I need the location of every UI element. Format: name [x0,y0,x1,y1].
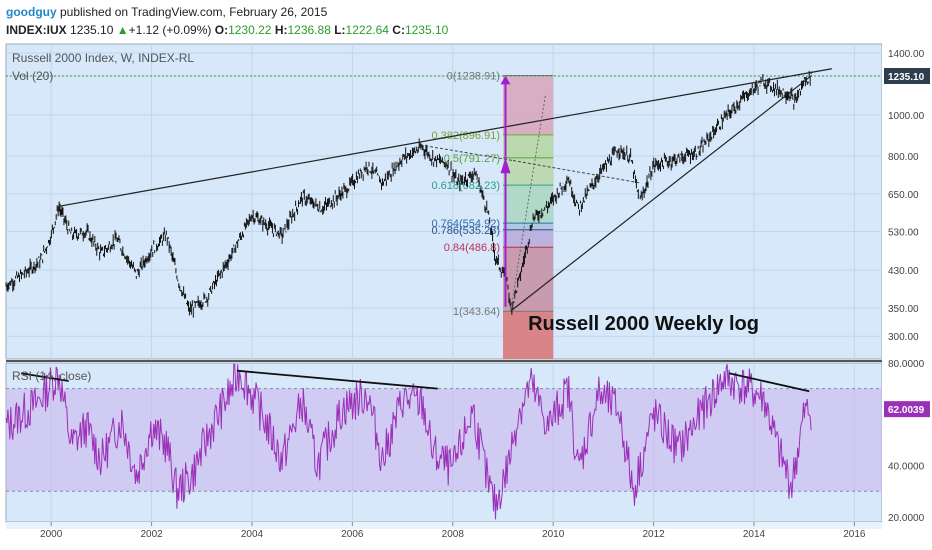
rsi-tick-label: 20.0000 [888,513,925,524]
fib-level-label: 0.84(486.8) [444,242,500,254]
publish-line: goodguy published on TradingView.com, Fe… [6,5,327,19]
price-tick-label: 800.00 [888,152,919,163]
x-tick-label: 2010 [542,529,565,540]
up-arrow-icon: ▲ [116,23,129,37]
chart-header: goodguy published on TradingView.com, Fe… [0,0,932,42]
fib-level-label: 1(343.64) [453,306,500,318]
fib-diagonal-line [510,93,547,312]
price-tick-label: 350.00 [888,304,919,315]
publish-info: published on TradingView.com, February 2… [56,5,328,19]
trendline-resistance [58,68,832,207]
close-label: C: [392,23,405,37]
trendline-support [510,74,813,312]
rsi-divergence-line [236,369,438,390]
author-link[interactable]: goodguy [6,5,57,19]
price-tick-label: 530.00 [888,228,919,239]
rsi-series-line [5,363,812,520]
price-tick-label: 300.00 [888,332,919,343]
x-tick-label: 2002 [140,529,163,540]
chart-canvas[interactable]: 0(1238.91) 0.382(896.91) 0.5(791.27) 0.618(… [0,42,932,550]
x-tick-label: 2004 [241,529,264,540]
quote-line: INDEX:IUX 1235.10 ▲+1.12 (+0.09%) O:1230… [6,23,448,37]
rsi-tick-label: 40.0000 [888,462,925,473]
rsi-divergence-line [728,372,810,393]
low-label: L: [334,23,346,37]
fib-level-label: 0.618(682.23) [431,180,500,192]
open-label: O: [214,23,229,37]
fib-level-label: 0.5(791.27) [444,153,500,165]
x-tick-label: 2008 [442,529,465,540]
rsi-value-badge [884,401,930,418]
fib-zone [502,75,554,135]
arrow-head-icon [500,157,511,174]
fib-zone [502,157,554,186]
low-value: 1222.64 [345,23,389,37]
rsi-title: RSI (14, close) [12,369,91,383]
fib-zone [502,229,554,248]
fib-zone [502,223,554,230]
x-tick-label: 2014 [743,529,766,540]
fib-level-label: 0.786(535.23) [431,225,500,237]
rsi-tick-label: 80.0000 [888,359,925,370]
fib-zone-extension [502,311,554,359]
open-value: 1230.22 [228,23,272,37]
last-price-badge-label: 1235.10 [888,72,925,83]
fib-zone [502,247,554,312]
rsi-divergence-line [20,372,69,382]
fib-level-label: 0.382(896.91) [431,130,500,142]
x-tick-label: 2012 [642,529,665,540]
fib-level-label: 0(1238.91) [447,70,500,82]
x-tick-label: 2006 [341,529,364,540]
volume-label: Vol (20) [12,69,53,83]
arrow-head-icon [500,75,511,85]
chart-title: Russell 2000 Index, W, INDEX-RL [12,51,194,65]
price-tick-label: 430.00 [888,266,919,277]
annotation-text: Russell 2000 Weekly log [528,313,759,335]
high-value: 1236.88 [287,23,331,37]
fib-level-label: 0.764(554.92) [431,218,500,230]
price-tick-label: 1400.00 [888,49,925,60]
fib-zone [502,134,554,158]
x-tick-label: 2000 [40,529,63,540]
price-change: +1.12 (+0.09%) [128,23,212,37]
price-tick-label: 1000.00 [888,111,925,122]
close-value: 1235.10 [404,23,449,37]
price-scale-bg [882,44,932,522]
rsi-value-badge-label: 62.0039 [888,405,925,416]
price-tick-label: 650.00 [888,190,919,201]
time-axis-bg [6,522,882,529]
high-label: H: [274,23,288,37]
symbol-label[interactable]: INDEX:IUX [6,23,67,37]
ohlc-bars [5,70,812,318]
x-tick-label: 2016 [843,529,866,540]
last-price: 1235.10 [70,23,114,37]
last-price-badge [884,68,930,85]
